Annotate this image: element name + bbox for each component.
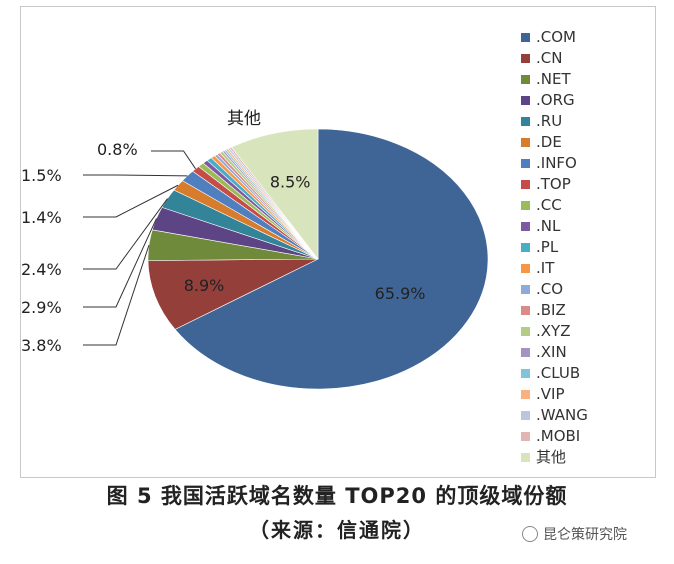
leader-line (83, 198, 168, 270)
legend-swatch (521, 369, 530, 378)
legend-swatch (521, 348, 530, 357)
data-label-net: 3.8% (21, 336, 62, 355)
legend-item: .NL (521, 216, 588, 237)
legend-swatch (521, 453, 530, 462)
other-label: 其他 (227, 109, 261, 129)
legend-item: .CO (521, 279, 588, 300)
pie-chart: 65.9% 8.9% 3.8% 2.9% 2.4% 1.4% 1.5% 0.8% 8.5% 其他 (21, 109, 489, 390)
pie-slice-cn (147, 258, 319, 330)
leader-line (83, 174, 188, 177)
legend-item: .INFO (521, 153, 588, 174)
data-label-de: 1.4% (21, 208, 62, 227)
legend-item: .MOBI (521, 426, 588, 447)
legend-item: .DE (521, 132, 588, 153)
legend-label: 其他 (536, 448, 567, 466)
legend-item: .VIP (521, 384, 588, 405)
wechat-icon (522, 526, 538, 542)
legend-swatch (521, 432, 530, 441)
legend-item: .CN (521, 48, 588, 69)
pie-slice-其他 (230, 128, 319, 260)
legend-label: .BIZ (536, 301, 566, 319)
legend-item: .WANG (521, 405, 588, 426)
legend-item: .PL (521, 237, 588, 258)
legend-item: .NET (521, 69, 588, 90)
data-label-info: 1.5% (21, 166, 62, 185)
legend-swatch (521, 180, 530, 189)
legend-label: .TOP (536, 175, 571, 193)
legend-label: .IT (536, 259, 555, 277)
legend-swatch (521, 264, 530, 273)
legend-swatch (521, 33, 530, 42)
leader-line (83, 184, 179, 218)
legend-swatch (521, 222, 530, 231)
legend-label: .NL (536, 217, 561, 235)
legend-swatch (521, 159, 530, 168)
pie-slice-com (174, 128, 489, 390)
legend-label: .XYZ (536, 322, 571, 340)
data-label-com: 65.9% (375, 284, 426, 303)
legend-label: .PL (536, 238, 559, 256)
legend-label: .WANG (536, 406, 588, 424)
legend-item: .TOP (521, 174, 588, 195)
legend-swatch (521, 201, 530, 210)
leader-line (83, 218, 157, 308)
figure-source: （来源：信通院） (249, 518, 425, 542)
watermark: 昆仑策研究院 (522, 524, 627, 544)
legend-label: .COM (536, 28, 576, 46)
legend-label: .CC (536, 196, 562, 214)
chart-legend: .COM .CN .NET .ORG .RU .DE .INFO .TOP .CC .NL .PL.… (521, 27, 588, 468)
legend-label: .CO (536, 280, 564, 298)
legend-swatch (521, 243, 530, 252)
legend-label: .CLUB (536, 364, 581, 382)
figure-caption: 图 5 我国活跃域名数量 TOP20 的顶级域份额 (106, 484, 568, 508)
chart-frame: 65.9% 8.9% 3.8% 2.9% 2.4% 1.4% 1.5% 0.8% 8.5% 其他 … (20, 6, 656, 478)
legend-swatch (521, 117, 530, 126)
legend-label: .NET (536, 70, 571, 88)
watermark-text: 昆仑策研究院 (543, 527, 627, 543)
data-label-其他: 8.5% (270, 172, 311, 191)
legend-swatch (521, 327, 530, 336)
legend-item: .BIZ (521, 300, 588, 321)
legend-item: .COM (521, 27, 588, 48)
data-label-top: 0.8% (97, 140, 138, 159)
data-label-org: 2.9% (21, 298, 62, 317)
legend-item: .XIN (521, 342, 588, 363)
leader-line (83, 244, 150, 346)
legend-item: .CC (521, 195, 588, 216)
data-label-ru: 2.4% (21, 260, 62, 279)
legend-label: .MOBI (536, 427, 581, 445)
legend-item: 其他 (521, 447, 588, 468)
legend-swatch (521, 285, 530, 294)
leader-line (151, 150, 196, 170)
legend-label: .RU (536, 112, 563, 130)
legend-label: .DE (536, 133, 562, 151)
legend-label: .CN (536, 49, 563, 67)
data-label-cn: 8.9% (184, 276, 225, 295)
legend-label: .XIN (536, 343, 567, 361)
legend-item: .CLUB (521, 363, 588, 384)
legend-item: .RU (521, 111, 588, 132)
legend-label: .INFO (536, 154, 577, 172)
legend-label: .VIP (536, 385, 565, 403)
legend-swatch (521, 411, 530, 420)
legend-item: .IT (521, 258, 588, 279)
legend-item: .XYZ (521, 321, 588, 342)
legend-item: .ORG (521, 90, 588, 111)
legend-label: .ORG (536, 91, 575, 109)
legend-swatch (521, 306, 530, 315)
legend-swatch (521, 390, 530, 399)
legend-swatch (521, 138, 530, 147)
legend-swatch (521, 96, 530, 105)
legend-swatch (521, 54, 530, 63)
legend-swatch (521, 75, 530, 84)
